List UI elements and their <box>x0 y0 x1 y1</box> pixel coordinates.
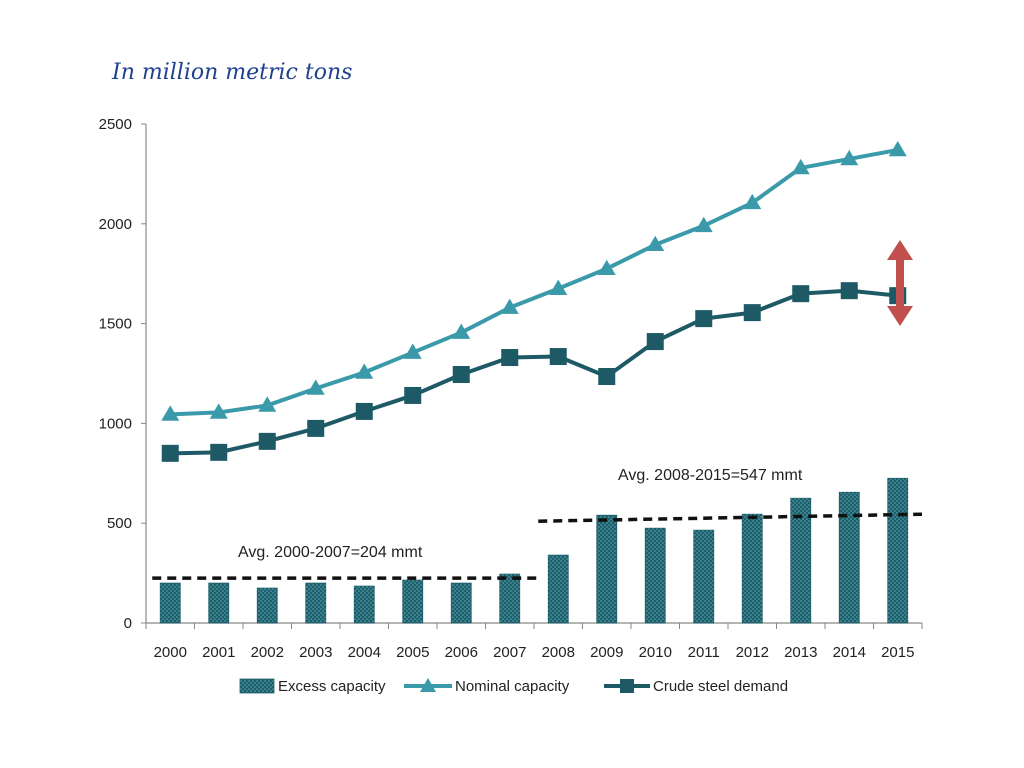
crude-steel-demand-marker <box>549 348 567 366</box>
legend-nominal-marker <box>420 678 436 692</box>
avg-2000-2007-label: Avg. 2000-2007=204 mmt <box>238 544 423 561</box>
nominal-capacity-marker <box>258 396 277 412</box>
nominal-capacity-marker <box>403 343 422 359</box>
nominal-capacity-marker <box>743 193 762 210</box>
nominal-capacity-marker <box>597 259 616 276</box>
excess-capacity-bar <box>450 582 472 624</box>
crude-steel-demand-marker <box>307 419 325 437</box>
x-tick-label: 2007 <box>493 644 526 661</box>
excess-capacity-bar <box>596 514 618 624</box>
nominal-capacity-marker <box>646 235 665 252</box>
excess-capacity-bar <box>256 587 278 624</box>
x-tick-label: 2001 <box>202 644 235 661</box>
crude-steel-demand-marker <box>404 386 422 404</box>
excess-capacity-bar <box>547 554 569 624</box>
excess-capacity-bar <box>693 529 715 624</box>
crude-steel-demand-marker <box>792 285 810 303</box>
avg-2008-2015-line <box>538 512 923 523</box>
legend-demand-label: Crude steel demand <box>653 678 788 695</box>
x-tick-label: 2004 <box>348 644 381 661</box>
crude-steel-demand-marker <box>501 349 519 367</box>
excess-capacity-bar <box>644 527 666 624</box>
nominal-capacity-marker <box>209 403 228 419</box>
excess-capacity-bar <box>402 579 424 624</box>
nominal-capacity-marker <box>694 216 713 233</box>
x-tick-label: 2003 <box>299 644 332 661</box>
x-tick-label: 2013 <box>784 644 817 661</box>
crude-steel-demand-marker <box>646 333 664 351</box>
legend-nominal-label: Nominal capacity <box>455 678 570 695</box>
x-tick-label: 2011 <box>688 644 720 661</box>
legend-excess-swatch <box>239 678 275 694</box>
gap-arrow-shaft <box>896 256 904 310</box>
nominal-capacity-marker <box>840 149 859 166</box>
gap-arrow-head-up <box>887 240 913 260</box>
nominal-capacity-marker <box>161 405 180 421</box>
legend-excess-label: Excess capacity <box>278 678 386 695</box>
excess-capacity-bar <box>353 585 375 624</box>
legend-demand-marker <box>620 679 634 693</box>
crude-steel-demand-marker <box>695 310 713 328</box>
x-tick-label: 2008 <box>542 644 575 661</box>
chart-subtitle: In million metric tons <box>112 60 353 85</box>
y-tick-label: 2500 <box>99 116 132 133</box>
excess-capacity-bar <box>790 497 812 624</box>
excess-capacity-bar <box>159 582 181 624</box>
nominal-capacity-line <box>170 147 899 417</box>
nominal-capacity-marker <box>549 279 568 295</box>
excess-capacity-bar <box>887 477 909 624</box>
crude-steel-demand-marker <box>452 365 470 383</box>
x-tick-label: 2014 <box>833 644 866 661</box>
avg-2008-2015-label: Avg. 2008-2015=547 mmt <box>618 467 803 484</box>
y-tick-label: 1500 <box>99 316 132 333</box>
y-tick-label: 2000 <box>99 216 132 233</box>
crude-steel-demand-marker <box>743 304 761 322</box>
crude-steel-demand-line <box>170 288 898 456</box>
crude-steel-demand-marker <box>210 443 228 461</box>
excess-capacity-bar <box>305 582 327 624</box>
nominal-capacity-marker <box>355 363 374 379</box>
crude-steel-demand-marker <box>161 444 179 462</box>
x-tick-label: 2006 <box>445 644 478 661</box>
nominal-capacity-marker <box>452 323 471 339</box>
x-tick-label: 2000 <box>154 644 187 661</box>
crude-steel-demand-marker <box>840 282 858 300</box>
excess-capacity-bar <box>499 573 521 624</box>
nominal-capacity-marker <box>500 298 519 314</box>
excess-capacity-bar <box>741 513 763 624</box>
x-tick-label: 2009 <box>590 644 623 661</box>
x-tick-label: 2012 <box>736 644 769 661</box>
excess-capacity-bar <box>838 491 860 624</box>
nominal-capacity-marker <box>791 158 810 175</box>
y-tick-label: 0 <box>124 615 132 632</box>
crude-steel-demand-marker <box>258 432 276 450</box>
y-tick-label: 500 <box>107 515 132 532</box>
crude-steel-demand-marker <box>598 367 616 385</box>
x-tick-label: 2005 <box>396 644 429 661</box>
nominal-capacity-marker <box>888 140 907 157</box>
x-tick-label: 2015 <box>881 644 914 661</box>
x-tick-label: 2010 <box>639 644 672 661</box>
crude-steel-demand-marker <box>355 402 373 420</box>
x-tick-label: 2002 <box>251 644 284 661</box>
y-tick-label: 1000 <box>99 415 132 432</box>
excess-capacity-bar <box>208 582 230 624</box>
nominal-capacity-marker <box>306 379 325 395</box>
gap-arrow-head-down <box>887 306 913 326</box>
